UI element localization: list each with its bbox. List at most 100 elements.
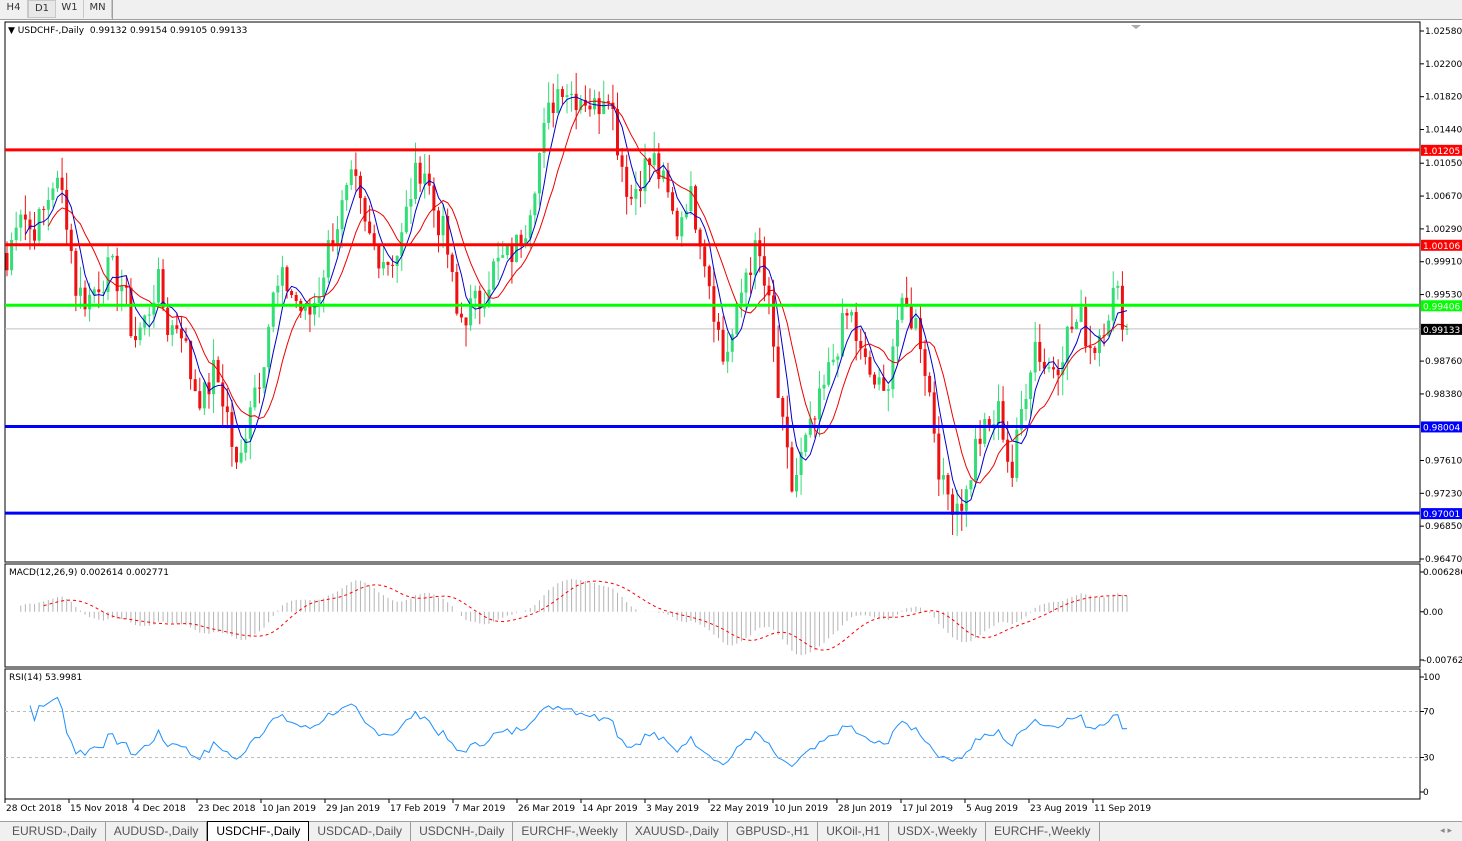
date-tick-label: 15 Nov 2018	[70, 804, 128, 814]
candle-down	[1056, 369, 1060, 376]
date-tick-label: 22 May 2019	[710, 804, 769, 814]
candle-down	[459, 313, 463, 318]
chart-ohlc: 0.99132 0.99154 0.99105 0.99133	[89, 26, 248, 36]
chart-canvas[interactable]: 1.02580 1.02200 1.01820 1.01440 1.01050 1.006…	[0, 0, 1462, 821]
timeframe-w1[interactable]: W1	[56, 0, 84, 18]
date-tick-label: 28 Oct 2018	[6, 804, 62, 814]
candle-down	[134, 336, 138, 341]
timeframe-h4[interactable]: H4	[0, 0, 28, 18]
level-price-label: 1.01205	[1423, 147, 1460, 157]
candle-down	[932, 392, 936, 434]
candle-up	[10, 240, 14, 271]
candle-down	[257, 387, 261, 389]
candle-up	[1019, 409, 1023, 430]
candle-up	[202, 382, 206, 409]
tab-usdchf-daily[interactable]: USDCHF-,Daily	[207, 821, 310, 841]
candle-up	[492, 261, 496, 290]
candle-up	[941, 475, 945, 480]
collapse-triangle-icon[interactable]: ▼	[8, 26, 15, 36]
candle-up	[101, 292, 105, 294]
candle-down	[1042, 361, 1046, 369]
candle-up	[537, 152, 541, 194]
candle-up	[441, 215, 445, 236]
candle-up	[46, 199, 50, 210]
candle-up	[138, 327, 142, 341]
candle-up	[404, 206, 408, 233]
candle-up	[244, 438, 248, 453]
candle-up	[895, 319, 899, 347]
candle-down	[845, 313, 849, 316]
candle-down	[28, 219, 32, 230]
price-tick-label: 1.01440	[1425, 126, 1462, 136]
candle-up	[900, 297, 904, 320]
candle-down	[909, 305, 913, 329]
candle-up	[753, 240, 757, 276]
candle-down	[285, 267, 289, 292]
tab-eurchf-weekly[interactable]: EURCHF-,Weekly	[513, 822, 627, 841]
tab-scroll-arrows[interactable]: ◂ ▸	[1440, 826, 1452, 836]
candle-up	[831, 359, 835, 363]
price-tick-label: 0.97610	[1425, 456, 1462, 466]
candle-down	[638, 189, 642, 192]
candle-up	[253, 387, 257, 408]
candle-up	[1033, 341, 1037, 373]
level-price-tag	[1421, 239, 1462, 251]
candle-down	[574, 93, 578, 111]
candle-up	[469, 298, 473, 326]
candle-up	[349, 169, 353, 186]
candle-down	[42, 209, 46, 211]
candle-up	[248, 407, 252, 439]
candle-down	[69, 229, 73, 251]
tab-ukoil-h1[interactable]: UKOil-,H1	[818, 822, 890, 841]
candle-up	[974, 438, 978, 481]
candle-up	[414, 162, 418, 200]
candle-up	[239, 452, 243, 463]
date-tick-label: 28 Jun 2019	[838, 804, 892, 814]
candle-up	[983, 419, 987, 444]
candle-down	[721, 329, 725, 362]
level-price-label: 1.00106	[1423, 242, 1460, 252]
candle-up	[1079, 306, 1083, 322]
candle-up	[1107, 320, 1111, 336]
candle-down	[161, 269, 165, 308]
tab-usdcnh-daily[interactable]: USDCNH-,Daily	[411, 822, 514, 841]
tab-usdcad-daily[interactable]: USDCAD-,Daily	[309, 822, 412, 841]
tab-eurusd-daily[interactable]: EURUSD-,Daily	[4, 822, 106, 841]
candle-up	[739, 292, 743, 304]
candle-down	[331, 240, 335, 246]
candle-down	[455, 272, 459, 314]
candle-up	[602, 101, 606, 115]
price-tick-label: 1.00670	[1425, 192, 1462, 202]
candle-up	[661, 170, 665, 180]
timeframe-mn[interactable]: MN	[84, 0, 112, 18]
rsi-tick-label: 70	[1423, 708, 1435, 718]
candle-up	[689, 186, 693, 212]
candle-down	[960, 503, 964, 511]
tab-audusd-daily[interactable]: AUDUSD-,Daily	[106, 822, 208, 841]
candle-up	[345, 185, 349, 201]
tab-usdx-weekly[interactable]: USDX-,Weekly	[889, 822, 987, 841]
tab-gbpusd-h1[interactable]: GBPUSD-,H1	[728, 822, 819, 841]
candle-down	[60, 177, 64, 190]
candle-up	[482, 306, 486, 309]
timeframe-d1[interactable]: D1	[28, 0, 56, 18]
candle-up	[88, 294, 92, 310]
candle-down	[1120, 285, 1124, 330]
candle-up	[267, 326, 271, 368]
candle-up	[528, 215, 532, 239]
candle-up	[524, 238, 528, 246]
candle-down	[391, 264, 395, 266]
date-tick-label: 23 Dec 2018	[198, 804, 256, 814]
candle-up	[170, 325, 174, 335]
candle-down	[179, 328, 183, 339]
candle-down	[294, 295, 298, 301]
candle-down	[225, 406, 229, 413]
candle-down	[235, 446, 239, 463]
date-tick-label: 10 Jun 2019	[774, 804, 828, 814]
candle-down	[33, 229, 37, 241]
candle-down	[386, 262, 390, 265]
current-price-tag	[1421, 323, 1462, 335]
tab-xauusd-daily[interactable]: XAUUSD-,Daily	[627, 822, 728, 841]
tab-eurchf-weekly-2[interactable]: EURCHF-,Weekly	[986, 822, 1100, 841]
candle-up	[634, 189, 638, 199]
